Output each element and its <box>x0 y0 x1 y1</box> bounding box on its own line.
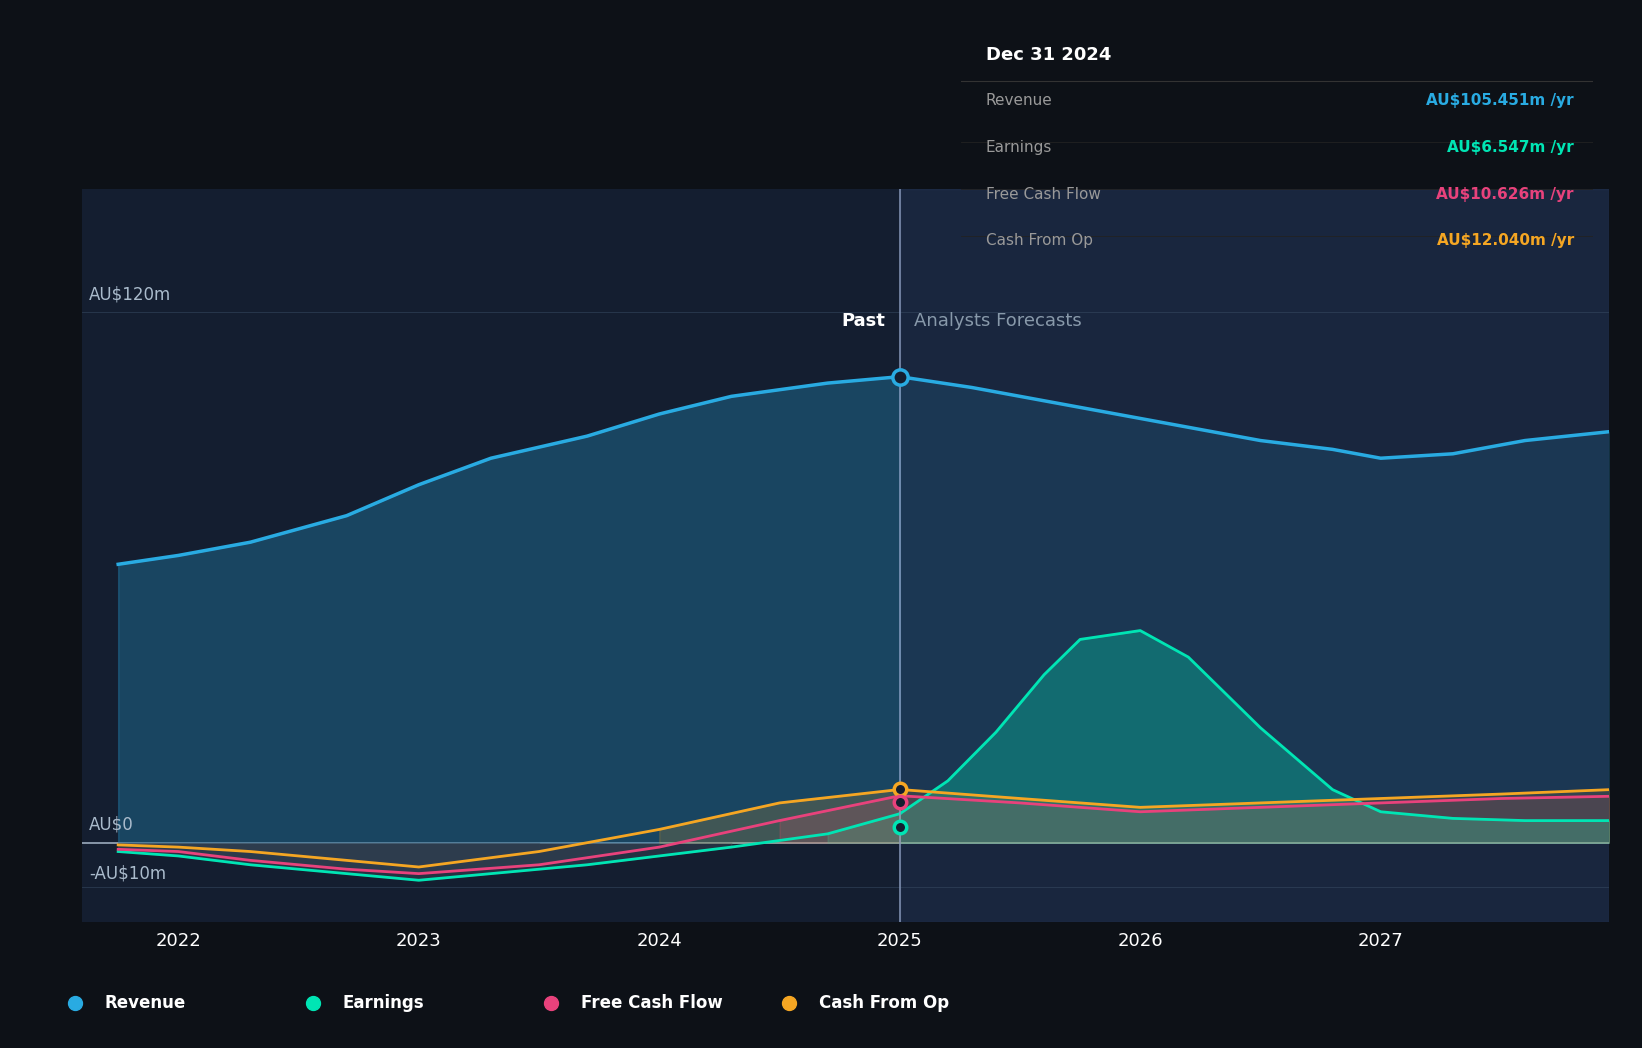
Text: -AU$10m: -AU$10m <box>89 865 166 882</box>
Text: Cash From Op: Cash From Op <box>985 234 1094 248</box>
Text: Earnings: Earnings <box>343 995 425 1012</box>
Text: AU$0: AU$0 <box>89 815 135 834</box>
Text: AU$12.040m /yr: AU$12.040m /yr <box>1437 234 1573 248</box>
Text: Cash From Op: Cash From Op <box>819 995 949 1012</box>
Text: AU$120m: AU$120m <box>89 285 171 304</box>
Text: AU$10.626m /yr: AU$10.626m /yr <box>1437 187 1573 201</box>
Text: Free Cash Flow: Free Cash Flow <box>985 187 1100 201</box>
Text: Past: Past <box>841 311 885 330</box>
Text: Earnings: Earnings <box>985 139 1053 155</box>
Text: Analysts Forecasts: Analysts Forecasts <box>915 311 1082 330</box>
Text: Free Cash Flow: Free Cash Flow <box>581 995 722 1012</box>
Text: AU$105.451m /yr: AU$105.451m /yr <box>1427 93 1573 108</box>
Bar <box>900 189 1609 922</box>
Text: AU$6.547m /yr: AU$6.547m /yr <box>1447 139 1573 155</box>
Text: Revenue: Revenue <box>985 93 1053 108</box>
Text: Revenue: Revenue <box>105 995 186 1012</box>
Text: Dec 31 2024: Dec 31 2024 <box>985 46 1112 64</box>
